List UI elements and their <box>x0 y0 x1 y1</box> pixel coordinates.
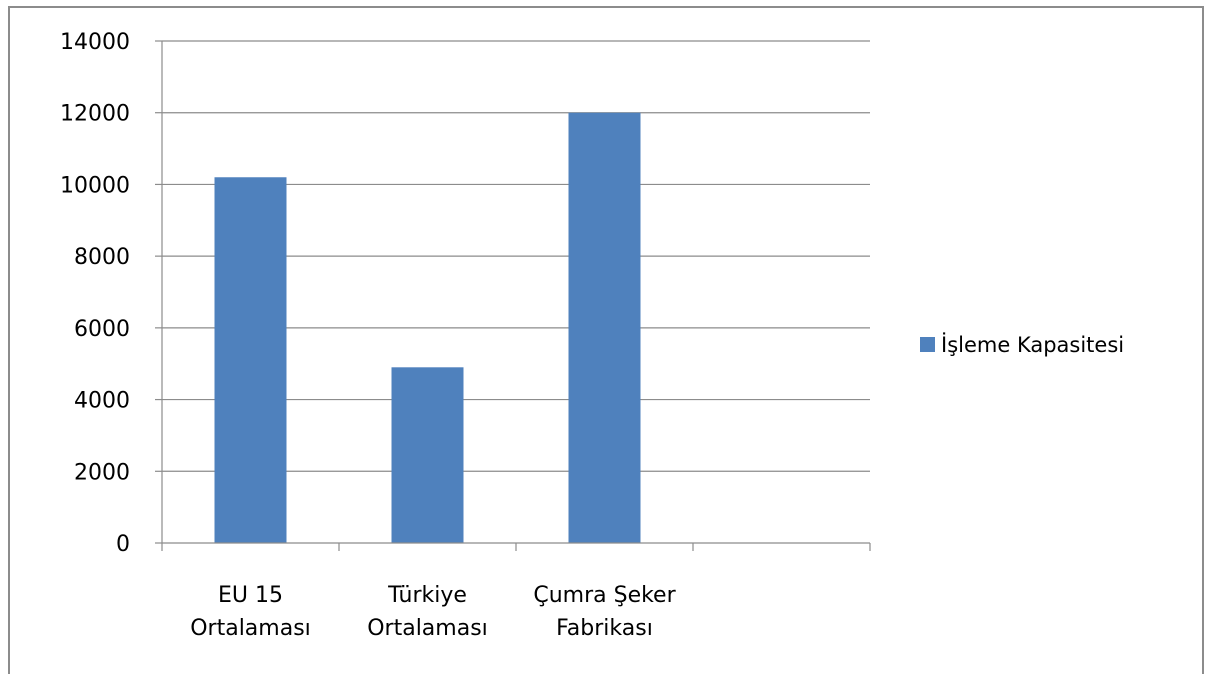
y-tick-label: 2000 <box>74 460 130 485</box>
x-tick-label-line: Çumra Şeker <box>533 583 676 608</box>
legend: İşleme Kapasitesi <box>920 332 1124 357</box>
x-tick-label-line: Ortalaması <box>190 616 311 641</box>
bar <box>391 367 464 543</box>
bar <box>214 177 287 543</box>
legend-label: İşleme Kapasitesi <box>941 332 1124 357</box>
bar <box>568 112 641 543</box>
x-tick-label: Türkiye Ortalaması <box>367 583 488 641</box>
y-tick-label: 0 <box>116 532 130 557</box>
y-tick-label: 14000 <box>60 30 130 55</box>
x-tick-label: Çumra Şeker Fabrikası <box>533 583 676 641</box>
x-tick-label-line: EU 15 <box>218 583 283 608</box>
legend-swatch <box>920 337 935 352</box>
y-tick-label: 10000 <box>60 173 130 198</box>
y-tick-label: 4000 <box>74 389 130 414</box>
y-tick-label: 12000 <box>60 102 130 127</box>
x-tick-label: EU 15 Ortalaması <box>190 583 311 641</box>
x-tick-label-line: Türkiye <box>387 583 467 608</box>
axes <box>155 40 871 551</box>
y-tick-label: 8000 <box>74 245 130 270</box>
x-tick-label-line: Ortalaması <box>367 616 488 641</box>
y-tick-labels: 0 2000 4000 6000 8000 10000 12000 14000 <box>60 30 130 557</box>
y-tick-label: 6000 <box>74 317 130 342</box>
bars <box>214 112 641 543</box>
x-tick-labels: EU 15 Ortalaması Türkiye Ortalaması Çumra Şe… <box>190 583 676 641</box>
x-tick-label-line: Fabrikası <box>556 616 653 641</box>
